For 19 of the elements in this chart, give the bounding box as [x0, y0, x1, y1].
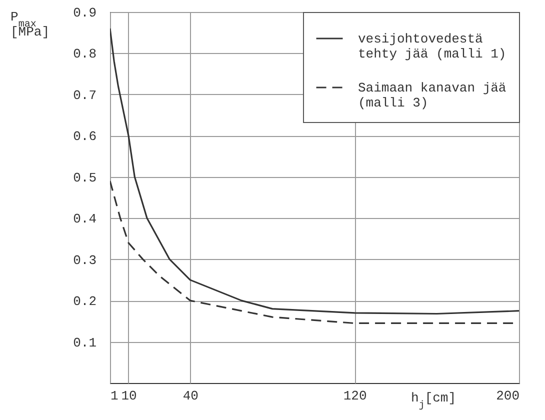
legend-label: vesijohtovedestä tehty jää (malli 1) — [358, 32, 506, 62]
x-axis-title: h$_{j}$[cm] — [410, 390, 456, 411]
x-tick-label: 10 — [121, 388, 137, 404]
line-series — [110, 28, 519, 315]
y-tick-label: 0.4 — [73, 212, 97, 227]
y-tick-label: 0.2 — [73, 294, 96, 310]
y-tick-label: 0.8 — [73, 46, 96, 62]
y-tick-label: 0.7 — [73, 88, 96, 103]
x-tick-label: 40 — [182, 388, 198, 404]
y-tick-label: 0.1 — [73, 335, 97, 350]
x-tick-label: 1 — [110, 388, 118, 404]
y-axis-title: P$_{max}$ [MPa] — [10, 10, 50, 40]
y-tick-label: 0.6 — [73, 129, 96, 144]
y-tick-label: 0.9 — [73, 6, 96, 20]
y-tick-label: 0.5 — [73, 170, 96, 186]
x-tick-label: 200 — [496, 388, 520, 404]
legend-label: Saimaan kanavan jää (malli 3) — [358, 80, 506, 110]
y-tick-label: 0.3 — [73, 252, 96, 268]
x-tick-label: 120 — [343, 388, 367, 404]
